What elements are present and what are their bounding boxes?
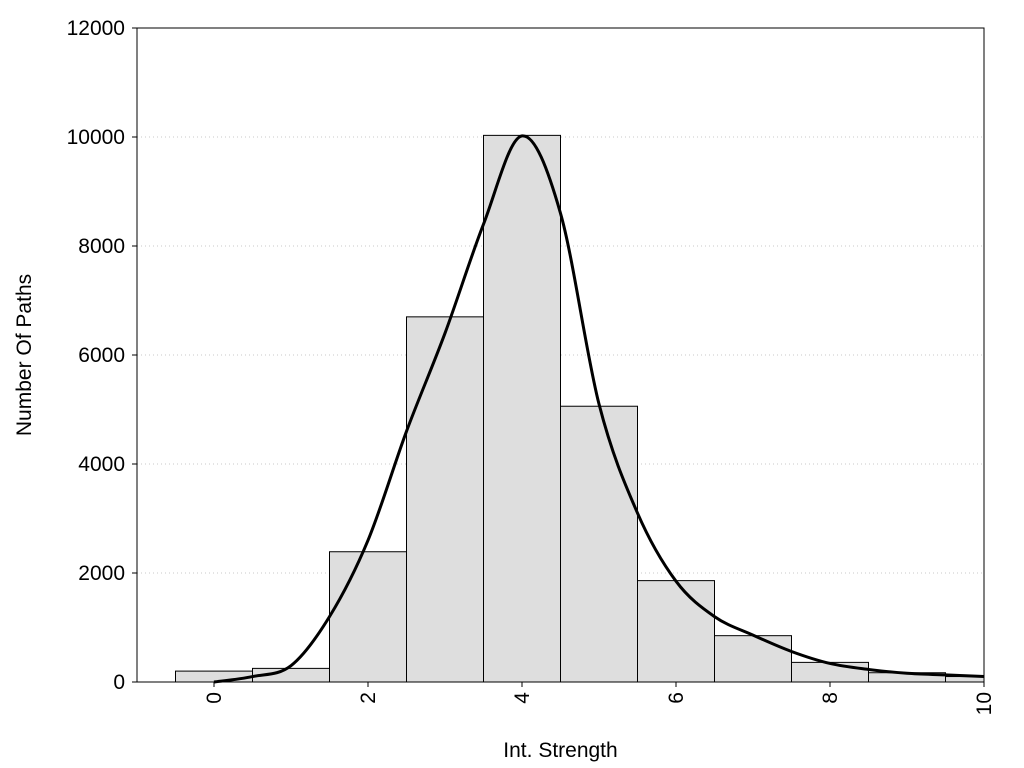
- histogram-bar: [329, 551, 407, 683]
- histogram-bar: [175, 670, 253, 683]
- y-tick-label: 6000: [78, 344, 125, 367]
- histogram-bar: [560, 405, 638, 683]
- histogram-bar: [406, 316, 484, 683]
- y-tick-label: 2000: [78, 562, 125, 585]
- x-tick-label: 2: [357, 692, 380, 704]
- x-tick-label: 8: [819, 692, 842, 704]
- y-tick-label: 10000: [67, 126, 125, 149]
- y-tick-label: 4000: [78, 453, 125, 476]
- y-tick-label: 8000: [78, 235, 125, 258]
- histogram-bars: [175, 134, 985, 683]
- y-axis-label: Number Of Paths: [13, 274, 36, 436]
- y-tick-label: 12000: [67, 17, 125, 40]
- x-tick-label: 10: [973, 692, 996, 715]
- histogram-bar: [714, 635, 792, 683]
- density-curve-layer: [213, 134, 985, 684]
- histogram-bar: [483, 134, 561, 683]
- histogram-bar: [637, 580, 715, 683]
- x-tick-label: 4: [511, 692, 534, 704]
- y-tick-label: 0: [113, 671, 125, 694]
- x-axis-label: Int. Strength: [503, 739, 617, 762]
- x-tick-label: 0: [203, 692, 226, 704]
- density-curve: [213, 134, 985, 684]
- histogram-bar: [791, 661, 869, 683]
- x-tick-label: 6: [665, 692, 688, 704]
- axis-ticks: 0 2000 4000 6000 8000 10000 12000 0 2 4 6 8 10: [67, 17, 996, 715]
